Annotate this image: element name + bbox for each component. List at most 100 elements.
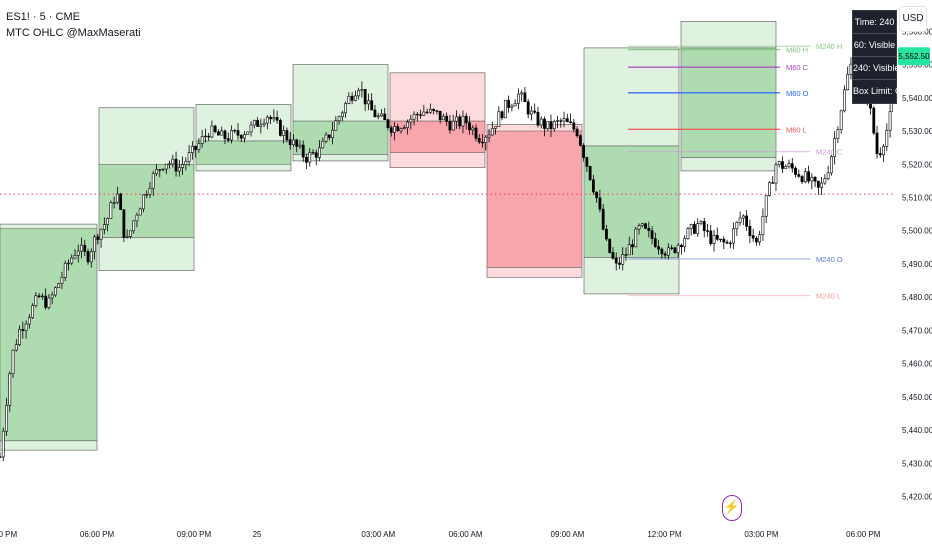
- time-tick-label: 06:00 PM: [80, 530, 115, 539]
- candle-body: [715, 234, 719, 240]
- candle-body: [155, 169, 158, 175]
- candle-body: [177, 167, 181, 172]
- price-tick-label: 5,510.00: [902, 193, 932, 202]
- ohlc-box-body: [584, 145, 679, 258]
- price-tick-label: 5,480.00: [902, 293, 932, 302]
- time-tick-label: 09:00 AM: [551, 530, 585, 539]
- candle-body: [552, 121, 556, 130]
- candle-body: [142, 194, 145, 210]
- candle-body: [761, 215, 765, 236]
- candle-body: [843, 89, 846, 112]
- candle-body: [86, 251, 90, 263]
- ohlc-box-body: [196, 140, 291, 165]
- candle-body: [516, 93, 520, 104]
- ohlc-box-body: [681, 47, 776, 158]
- last-price-label: 5,552.50: [898, 52, 930, 61]
- price-tick-label: 5,440.00: [902, 426, 932, 435]
- time-axis: 03:00 PM 06:00 PM 09:00 PM 25 03:00 AM 06:00 …: [0, 530, 881, 539]
- candle-body: [640, 223, 644, 227]
- ohlc-box-body: [487, 131, 582, 268]
- candle-body: [445, 115, 449, 122]
- ohlc-box-range: [292, 64, 389, 162]
- price-tick-label: 5,490.00: [902, 260, 932, 269]
- candle-body: [115, 193, 119, 203]
- candle-body: [585, 157, 589, 167]
- candle-body: [696, 223, 700, 234]
- candle-body: [197, 143, 201, 150]
- candle-body: [650, 230, 654, 239]
- candle-body: [471, 127, 475, 131]
- candle-body: [741, 215, 745, 219]
- candle-body: [644, 223, 647, 229]
- candle-body: [314, 152, 318, 158]
- candle-body: [370, 100, 374, 111]
- candle-body: [497, 111, 501, 128]
- candle-body: [422, 111, 426, 116]
- candle-body: [683, 238, 687, 248]
- candle-body: [520, 92, 524, 95]
- chart-legend: ES1! · 5 · CME MTC OHLC @MaxMaserati: [6, 9, 141, 41]
- candle-body: [278, 120, 282, 136]
- candle-body: [230, 130, 233, 141]
- time-tick-label: 09:00 PM: [177, 530, 212, 539]
- candle-body: [200, 136, 204, 144]
- price-tick-label: 5,520.00: [902, 160, 932, 169]
- candle-body: [409, 118, 413, 123]
- candle-body: [816, 180, 820, 188]
- candle-body: [774, 164, 778, 184]
- candle-body: [833, 138, 837, 157]
- candle-body: [797, 174, 801, 177]
- indicator-title[interactable]: MTC OHLC @MaxMaserati: [6, 27, 141, 39]
- candle-body: [605, 228, 608, 240]
- symbol-title[interactable]: ES1! · 5 · CME: [6, 11, 80, 23]
- candle-body: [608, 238, 612, 253]
- candle-body: [598, 197, 602, 210]
- ohlc-box-range: [98, 107, 195, 271]
- candle-body: [305, 156, 308, 163]
- candle-body: [399, 128, 403, 132]
- lightning-icon[interactable]: ⚡: [722, 495, 742, 521]
- candle-body: [601, 208, 605, 230]
- candles: [0, 47, 932, 462]
- level-label: M60 L: [786, 125, 807, 134]
- candle-body: [878, 153, 882, 156]
- candle-body: [217, 131, 220, 136]
- candle-body: [262, 122, 266, 126]
- candle-body: [468, 122, 471, 131]
- candle-body: [161, 168, 165, 171]
- candle-body: [380, 113, 383, 117]
- candle-body: [777, 161, 781, 166]
- candle-body: [572, 122, 576, 130]
- candle-body: [288, 139, 292, 145]
- candle-body: [474, 127, 478, 139]
- candle-body: [376, 115, 380, 118]
- candle-body: [295, 139, 299, 147]
- candle-body: [135, 214, 139, 222]
- candle-body: [745, 215, 749, 227]
- candle-body: [106, 218, 109, 225]
- currency-button[interactable]: USD: [899, 6, 927, 32]
- candle-body: [63, 263, 67, 278]
- level-label: M60 O: [786, 89, 809, 98]
- candle-body: [569, 121, 572, 123]
- candle-body: [510, 105, 514, 108]
- candle-body: [37, 295, 41, 298]
- candle-body: [89, 251, 93, 263]
- candle-body: [526, 101, 530, 115]
- candle-body: [50, 294, 54, 299]
- candle-body: [386, 119, 390, 129]
- candle-body: [448, 121, 452, 131]
- candle-body: [829, 156, 833, 174]
- candle-body: [67, 262, 70, 265]
- time-tick-label: 25: [253, 530, 262, 539]
- candle-body: [435, 110, 439, 112]
- time-tick-label: 12:00 PM: [647, 530, 682, 539]
- candle-body: [412, 113, 416, 120]
- candle-body: [546, 121, 550, 129]
- candle-body: [340, 112, 344, 118]
- candle-body: [389, 127, 393, 133]
- candle-body: [885, 129, 889, 147]
- candle-body: [680, 244, 683, 248]
- candle-body: [357, 89, 361, 97]
